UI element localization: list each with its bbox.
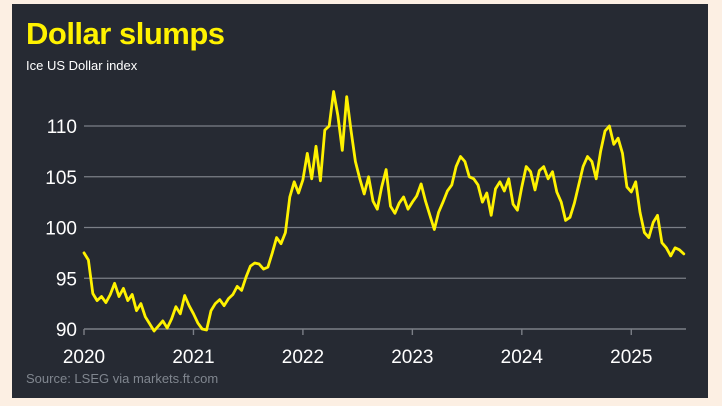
- source-note: Source: LSEG via markets.ft.com: [26, 371, 219, 386]
- chart-title: Dollar slumps: [26, 16, 225, 51]
- y-tick-label: 95: [56, 269, 77, 290]
- x-tick-label: 2021: [172, 347, 214, 368]
- gridlines: [84, 125, 686, 330]
- x-tick-label: 2020: [63, 347, 105, 368]
- y-tick-label: 100: [45, 219, 77, 240]
- y-tick-label: 110: [47, 117, 77, 138]
- chart-card: [12, 4, 708, 398]
- x-axis-ticks: 2020 2021 2022 2023 2024 2025: [63, 329, 652, 368]
- y-tick-label: 105: [45, 168, 77, 189]
- y-tick-label: 90: [56, 320, 77, 341]
- chart-subtitle: Ice US Dollar index: [26, 58, 138, 73]
- x-tick-label: 2024: [501, 347, 544, 368]
- x-tick-label: 2023: [391, 347, 433, 368]
- series-line: [82, 90, 686, 333]
- x-tick-label: 2022: [282, 347, 324, 368]
- y-axis-ticks: 90 95 100 105 110: [45, 117, 77, 341]
- x-tick-label: 2025: [610, 347, 652, 368]
